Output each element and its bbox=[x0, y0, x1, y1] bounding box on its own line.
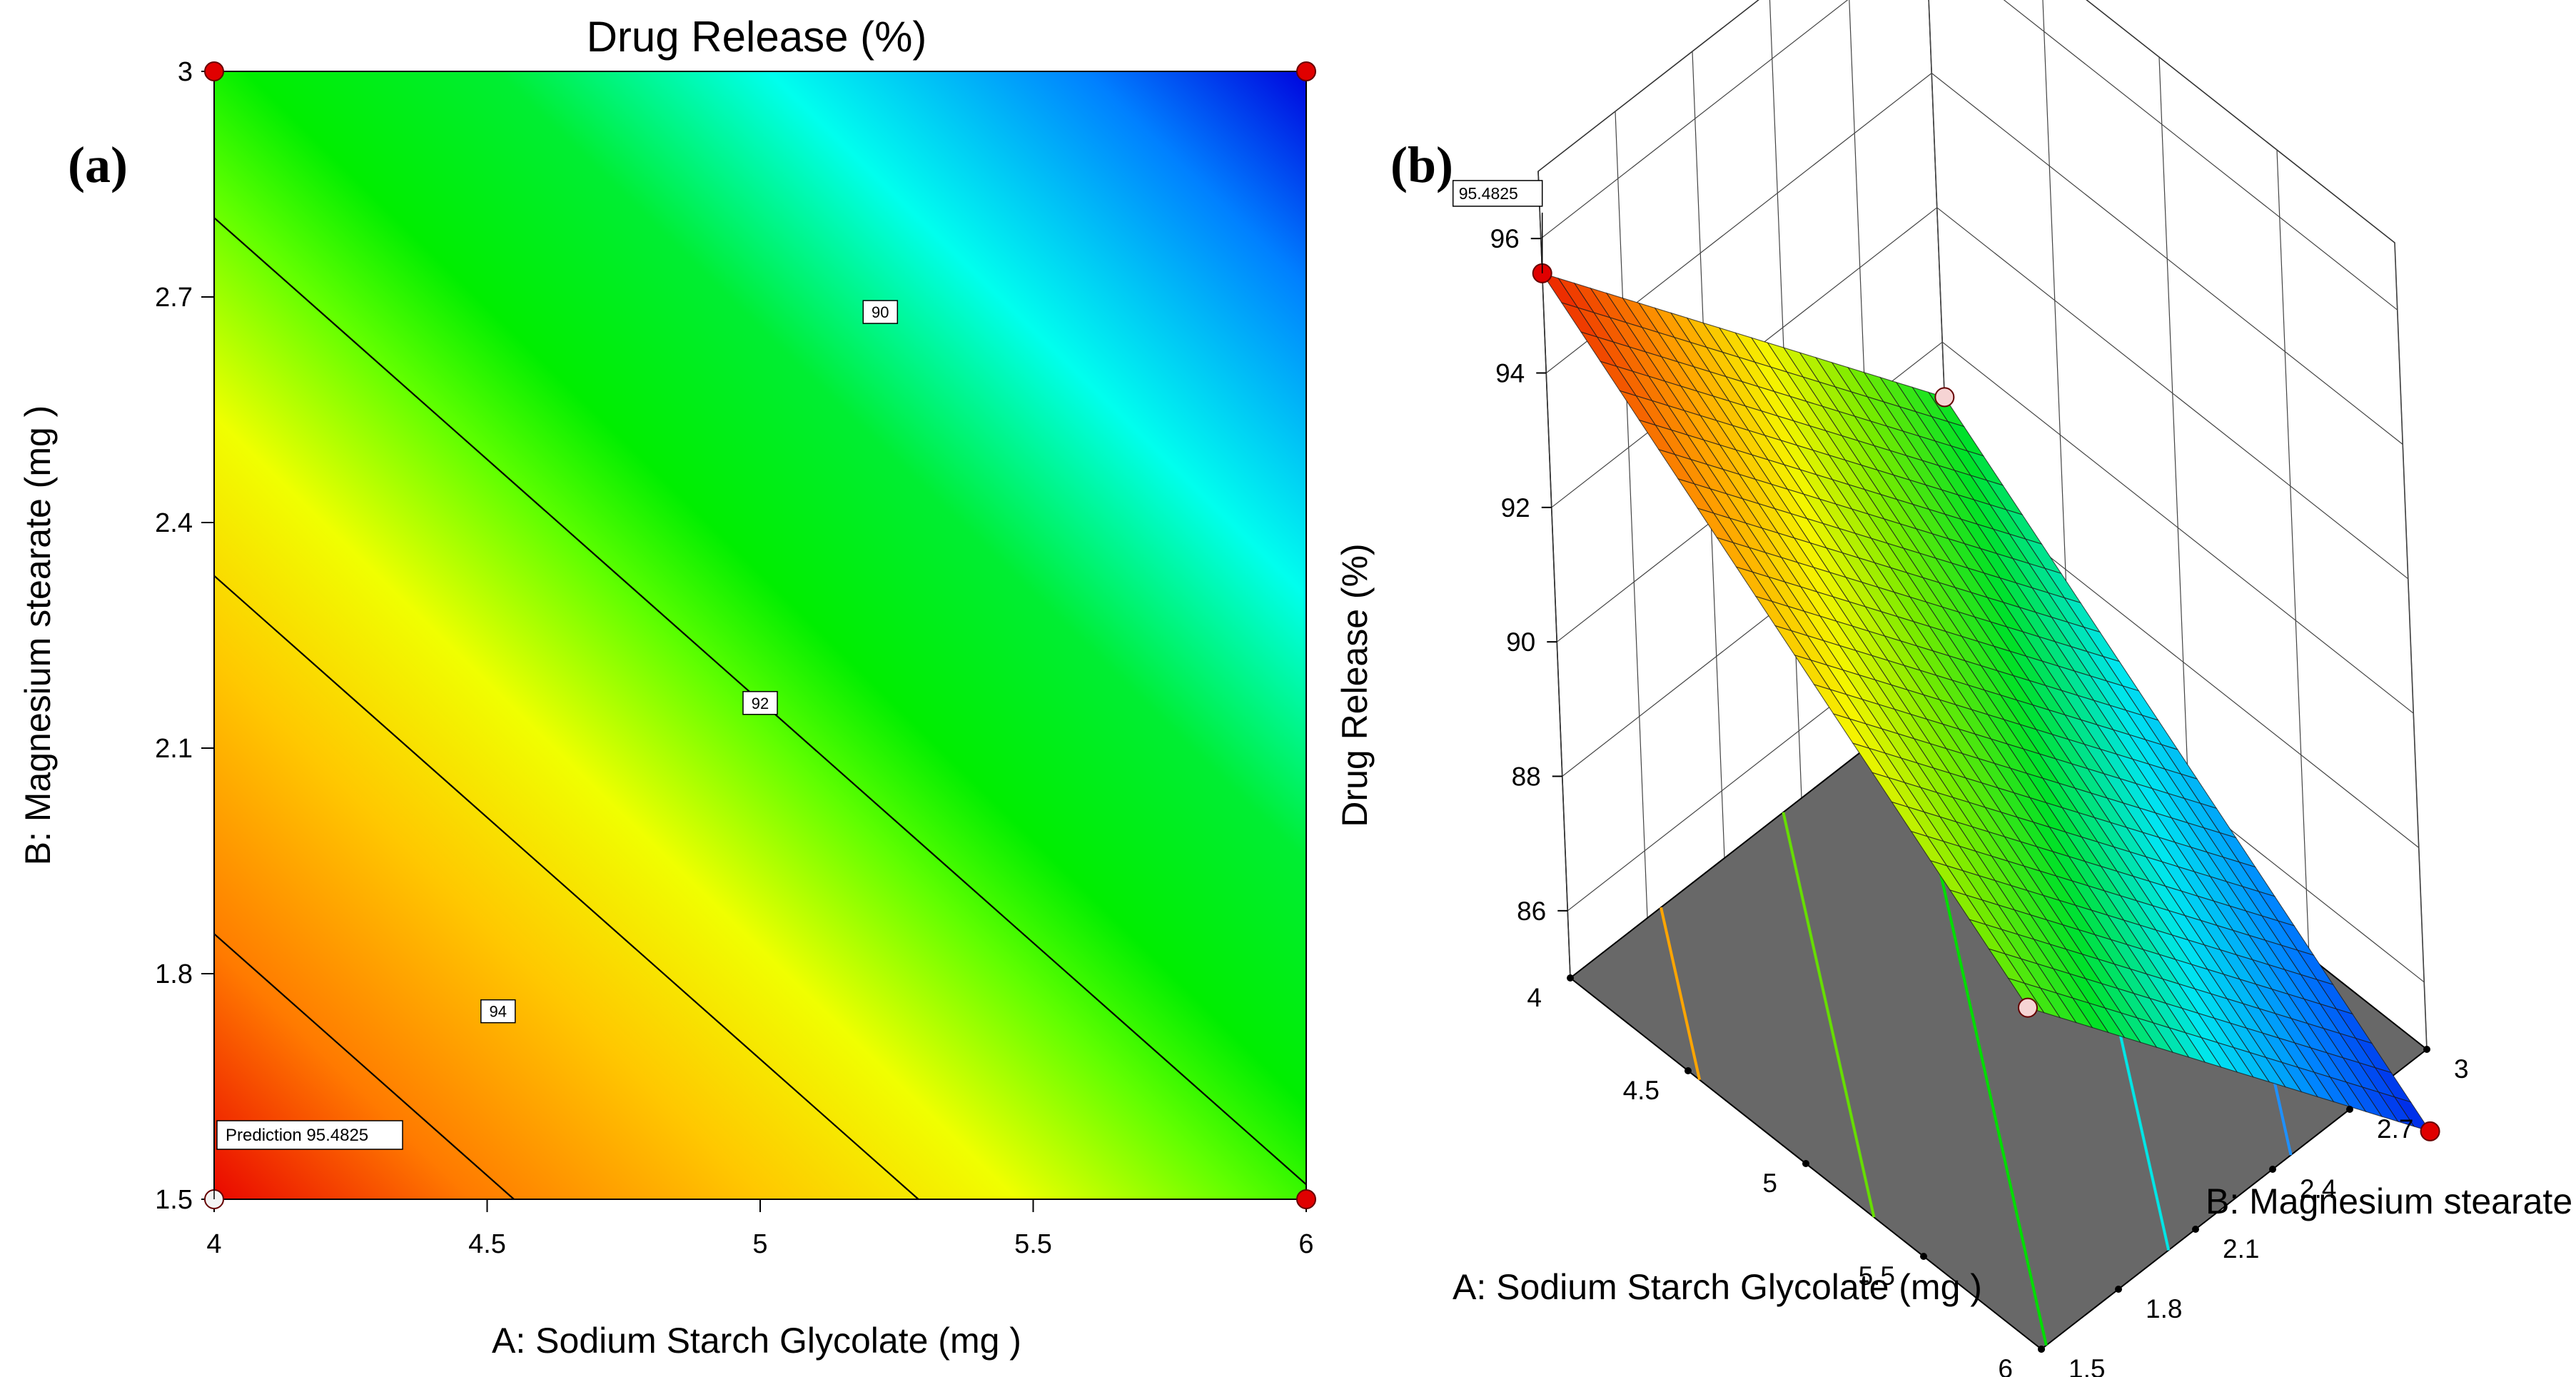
y-tick-label: 2.1 bbox=[155, 734, 193, 764]
y-tick-label-3d: 2.7 bbox=[2377, 1114, 2413, 1144]
z-tick-label: 92 bbox=[1501, 493, 1530, 523]
contour-plot-panel: (a) Drug Release (%) 94 92 90 4 4.5 5 5.5 6 1.… bbox=[18, 13, 1316, 1361]
x-tick-label: 4 bbox=[206, 1229, 221, 1259]
chart-title: Drug Release (%) bbox=[587, 13, 927, 61]
y-tick-label: 3 bbox=[178, 57, 193, 87]
y-tick-mark-3d bbox=[2115, 1286, 2122, 1293]
wall-grid-line bbox=[1540, 0, 1849, 239]
contour-label-90: 90 bbox=[862, 300, 899, 324]
x-tick-label-3d: 5.5 bbox=[1859, 1261, 1895, 1291]
prediction-label: Prediction 95.4825 bbox=[226, 1126, 368, 1145]
x-tick-label-3d: 4 bbox=[1527, 983, 1542, 1012]
y-tick-label-3d: 2.1 bbox=[2223, 1234, 2259, 1263]
contour-fill bbox=[213, 71, 1307, 1200]
x-tick-label: 5.5 bbox=[1014, 1229, 1052, 1259]
x-axis-ticks: 4 4.5 5 5.5 6 bbox=[206, 1199, 1314, 1259]
prediction-flag: Prediction 95.4825 bbox=[213, 1120, 403, 1199]
z-tick-label: 96 bbox=[1490, 224, 1520, 253]
y-tick-mark-3d bbox=[2269, 1166, 2276, 1173]
z-tick-label: 90 bbox=[1506, 627, 1535, 657]
box-front-edges bbox=[1537, 171, 1571, 979]
y-axis-label-3d: B: Magnesium stearate (mg ) bbox=[2206, 1181, 2576, 1221]
contour-line-92 bbox=[213, 575, 919, 1200]
x-tick-label: 4.5 bbox=[468, 1229, 506, 1259]
contour-line-94 bbox=[213, 933, 515, 1200]
y-tick-label: 2.4 bbox=[155, 508, 193, 538]
contour-label-94: 94 bbox=[480, 999, 516, 1024]
svg-text:92: 92 bbox=[752, 695, 769, 712]
floor-contour-92 bbox=[1782, 812, 1876, 1218]
surface-design-point bbox=[2017, 997, 2038, 1018]
y-tick-mark-3d bbox=[2038, 1346, 2045, 1353]
z-tick-label: 88 bbox=[1512, 762, 1541, 792]
design-points bbox=[204, 61, 1316, 1209]
floor-contour-94 bbox=[1660, 907, 1702, 1081]
y-tick-label-3d: 1.8 bbox=[2146, 1294, 2182, 1323]
panel-label-a: (a) bbox=[68, 136, 128, 193]
z-tick-label: 94 bbox=[1495, 359, 1525, 388]
response-surface bbox=[1541, 272, 2431, 1132]
x-tick-mark-3d bbox=[1920, 1253, 1927, 1260]
z-axis-label-3d: Drug Release (%) bbox=[1335, 543, 1375, 827]
z-tick-label: 86 bbox=[1517, 897, 1546, 926]
x-axis-label-3d: A: Sodium Starch Glycolate (mg ) bbox=[1453, 1267, 1982, 1307]
svg-text:94: 94 bbox=[490, 1003, 507, 1021]
x-tick-mark-3d bbox=[1567, 974, 1574, 982]
y-tick-label-3d: 2.4 bbox=[2300, 1174, 2336, 1204]
design-point bbox=[1296, 1189, 1316, 1209]
box-edge bbox=[1537, 171, 1571, 979]
y-tick-mark-3d bbox=[2423, 1046, 2430, 1053]
y-tick-label: 1.8 bbox=[155, 959, 193, 989]
surface-design-point bbox=[1934, 387, 1955, 408]
x-tick-label-3d: 6 bbox=[1998, 1354, 2013, 1377]
x-tick-label-3d: 5 bbox=[1762, 1169, 1777, 1198]
wall-grid-line bbox=[2158, 56, 2192, 864]
x-axis-label: A: Sodium Starch Glycolate (mg ) bbox=[492, 1321, 1021, 1361]
wall-grid-line bbox=[1615, 111, 1648, 919]
x-tick-mark-3d bbox=[1684, 1067, 1692, 1074]
y-tick-label-3d: 1.5 bbox=[2069, 1354, 2105, 1377]
wall-grid-line bbox=[2276, 149, 2310, 957]
x-tick-label-3d: 4.5 bbox=[1623, 1076, 1660, 1105]
y-tick-label: 2.7 bbox=[155, 283, 193, 313]
surface-prediction-flag: 95.4825 bbox=[1452, 180, 1543, 273]
prediction-box bbox=[216, 1120, 403, 1150]
y-axis-ticks: 1.5 1.8 2.1 2.4 2.7 3 bbox=[155, 57, 214, 1215]
contour-label-92: 92 bbox=[742, 691, 778, 715]
y-tick-label-3d: 3 bbox=[2454, 1054, 2469, 1084]
wall-grid-line bbox=[2394, 242, 2428, 1050]
surface-prediction-label: 95.4825 bbox=[1459, 184, 1518, 203]
surface-prediction-box bbox=[1452, 180, 1543, 207]
surface-axis-ticks: 86 88 90 92 94 96 4 4.5 5 5.5 6 1.5 1.8 2.1 2.4 2.7 3 bbox=[1490, 224, 2469, 1377]
design-point bbox=[1296, 61, 1316, 81]
y-tick-mark-3d bbox=[2346, 1106, 2353, 1113]
surface-design-point bbox=[2420, 1121, 2440, 1141]
contour-labels: 94 92 90 bbox=[480, 300, 899, 1024]
y-tick-mark-3d bbox=[2192, 1226, 2199, 1233]
design-point bbox=[204, 61, 224, 81]
surface-design-points bbox=[1532, 263, 2440, 1141]
y-axis-label: B: Magnesium stearate (mg ) bbox=[18, 405, 58, 866]
x-tick-label: 5 bbox=[752, 1229, 767, 1259]
panel-label-b: (b) bbox=[1390, 136, 1453, 193]
x-tick-mark-3d bbox=[1802, 1160, 1809, 1167]
y-tick-label: 1.5 bbox=[155, 1185, 193, 1215]
x-tick-label: 6 bbox=[1298, 1229, 1313, 1259]
surface-plot-panel: (b) 86 88 90 92 94 96 4 4.5 5 5.5 6 1.5 1.8 2.1 2.4 2.7… bbox=[1335, 0, 2576, 1377]
svg-text:90: 90 bbox=[872, 303, 889, 321]
